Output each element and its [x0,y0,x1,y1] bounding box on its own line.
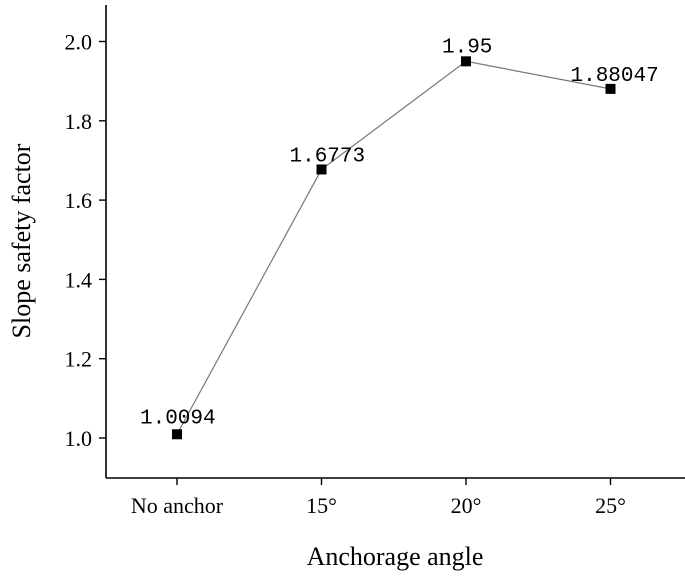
x-axis-title: Anchorage angle [307,542,484,571]
x-tick-label: 15° [306,493,337,518]
data-label: 1.88047 [571,65,659,88]
data-label: 1.6773 [290,145,366,168]
y-tick-label: 1.2 [65,347,93,372]
data-point-marker [605,83,616,94]
y-tick-label: 1.0 [65,426,93,451]
y-ticks: 1.0 1.2 1.4 1.6 1.8 2.0 [65,30,106,451]
markers [172,56,616,440]
data-point-marker [316,164,327,175]
data-labels: 1.0094 1.6773 1.95 1.88047 [140,36,659,430]
y-tick-label: 1.8 [65,109,93,134]
data-point-marker [172,429,182,440]
x-tick-label: 20° [451,493,482,518]
x-ticks: No anchor 15° 20° 25° [131,478,626,518]
y-axis-title: Slope safety factor [7,143,36,338]
series-line [176,60,611,435]
x-tick-label: No anchor [131,493,224,518]
x-tick-label: 25° [595,493,626,518]
data-point-marker [461,56,471,67]
y-tick-label: 2.0 [65,30,93,55]
y-tick-label: 1.4 [65,267,93,292]
y-tick-label: 1.6 [65,188,93,213]
plot-frame [105,5,685,479]
data-label: 1.0094 [140,407,216,430]
data-label: 1.95 [442,36,492,59]
